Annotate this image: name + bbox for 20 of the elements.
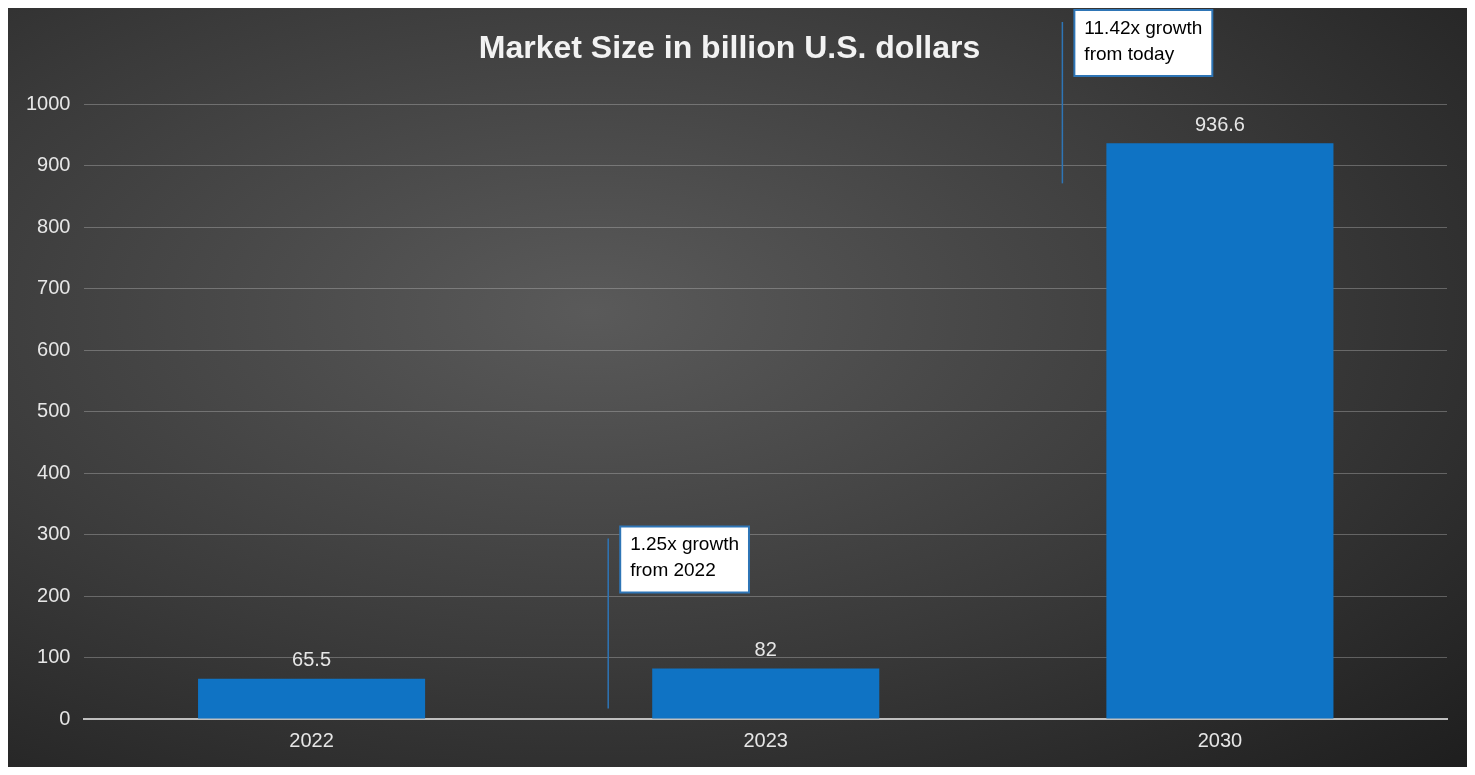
annotation: 1.25x growth from 2022	[630, 533, 739, 581]
data-label: 82	[754, 638, 777, 661]
y-tick-label: 1000	[25, 91, 71, 114]
y-tick-label: 800	[37, 214, 71, 237]
text: 11.42x growth from today	[1084, 16, 1203, 64]
y-tick-label: 300	[37, 522, 71, 545]
y-tick-label: 900	[37, 153, 71, 176]
y-tick-label: 600	[37, 337, 71, 360]
data-label: 65.5	[292, 648, 332, 671]
y-tick-label: 400	[37, 460, 71, 483]
x-tick-label: 2030	[1197, 728, 1243, 751]
x-tick-label: 2022	[289, 728, 334, 751]
data-label: 936.6	[1194, 112, 1245, 135]
x-tick-label: 2023	[743, 728, 788, 751]
y-tick-label: 500	[37, 399, 71, 422]
y-tick-label: 100	[37, 645, 71, 668]
y-tick-label: 200	[37, 583, 71, 606]
y-tick-label: 700	[37, 276, 71, 299]
y-tick-label: 0	[59, 706, 71, 729]
chart-title: Market Size in billion U.S. dollars	[478, 29, 981, 66]
